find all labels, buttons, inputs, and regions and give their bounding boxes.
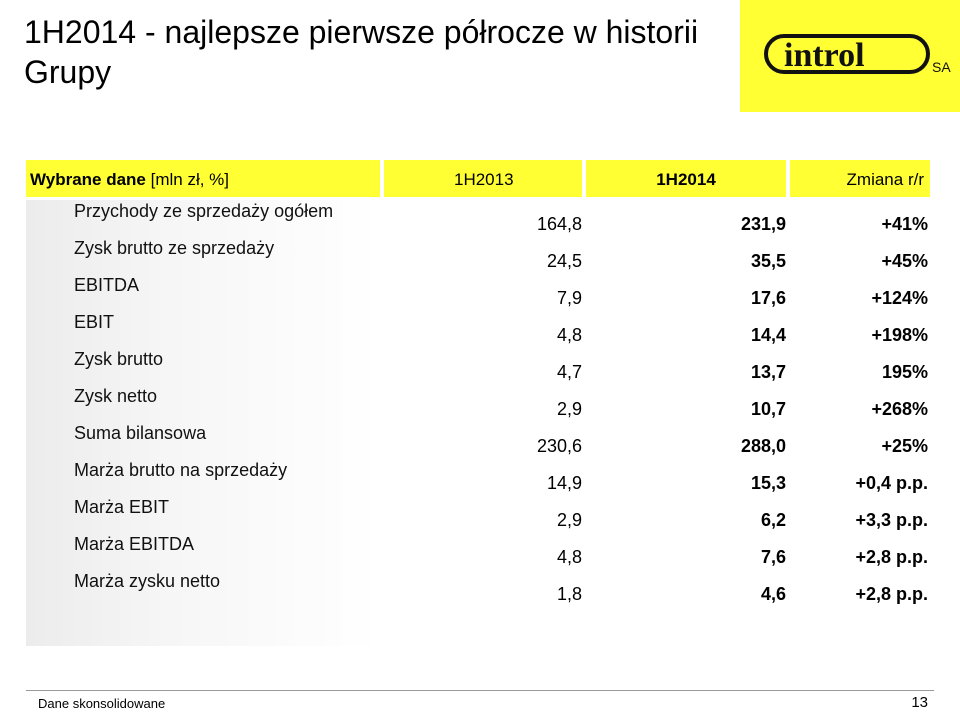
value-1h2013: 2,9 <box>556 399 582 419</box>
slide-title: 1H2014 - najlepsze pierwsze półrocze w h… <box>24 14 699 90</box>
table-header-row: Wybrane dane [mln zł, %] 1H2013 1H2014 Z… <box>26 160 930 197</box>
value-1h2014: 10,7 <box>750 399 786 419</box>
value-1h2013: 4,7 <box>556 362 582 382</box>
row-label: EBITDA <box>74 275 140 295</box>
value-1h2014: 6,2 <box>760 510 786 530</box>
value-change: +2,8 p.p. <box>855 584 928 604</box>
table-row: Zysk brutto ze sprzedaży 24,5 35,5 +45% <box>26 237 930 274</box>
row-label: Marża zysku netto <box>74 571 221 591</box>
value-1h2013: 230,6 <box>536 436 582 456</box>
row-label: Marża brutto na sprzedaży <box>74 460 288 480</box>
value-1h2013: 164,8 <box>536 214 582 234</box>
table-row: Suma bilansowa 230,6 288,0 +25% <box>26 422 930 459</box>
row-label: Zysk brutto ze sprzedaży <box>74 238 275 258</box>
value-1h2013: 24,5 <box>546 251 582 271</box>
table-row: Marża brutto na sprzedaży 14,9 15,3 +0,4… <box>26 459 930 496</box>
page-number: 13 <box>911 694 928 711</box>
value-1h2014: 4,6 <box>760 584 786 604</box>
value-change: +2,8 p.p. <box>855 547 928 567</box>
value-change: +0,4 p.p. <box>855 473 928 493</box>
logo-brand-text: introl <box>784 37 865 74</box>
value-1h2013: 14,9 <box>546 473 582 493</box>
table-row: Zysk netto 2,9 10,7 +268% <box>26 385 930 422</box>
value-1h2014: 17,6 <box>750 288 786 308</box>
value-1h2014: 7,6 <box>760 547 786 567</box>
table-row: Zysk brutto 4,7 13,7 195% <box>26 348 930 385</box>
table-row: Marża zysku netto 1,8 4,6 +2,8 p.p. <box>26 570 930 607</box>
value-change: +41% <box>881 214 928 234</box>
value-1h2013: 7,9 <box>556 288 582 308</box>
row-label: Marża EBIT <box>74 497 170 517</box>
value-1h2013: 1,8 <box>556 584 582 604</box>
value-change: +124% <box>871 288 928 308</box>
header-1h2013: 1H2013 <box>384 160 582 197</box>
value-change: +268% <box>871 399 928 419</box>
header-1h2014: 1H2014 <box>586 160 786 197</box>
footer-note: Dane skonsolidowane <box>38 696 166 711</box>
table-row: Marża EBITDA 4,8 7,6 +2,8 p.p. <box>26 533 930 570</box>
value-1h2014: 288,0 <box>740 436 786 456</box>
value-1h2014: 13,7 <box>750 362 786 382</box>
value-1h2014: 14,4 <box>750 325 786 345</box>
table-row: EBIT 4,8 14,4 +198% <box>26 311 930 348</box>
value-1h2014: 15,3 <box>750 473 786 493</box>
header-change: Zmiana r/r <box>790 160 930 197</box>
value-change: +3,3 p.p. <box>855 510 928 530</box>
label-column-background <box>26 200 380 646</box>
row-label: Zysk brutto <box>74 349 164 369</box>
value-change: 195% <box>881 362 928 382</box>
value-1h2014: 35,5 <box>750 251 786 271</box>
table-row: EBITDA 7,9 17,6 +124% <box>26 274 930 311</box>
row-label: Zysk netto <box>74 386 158 406</box>
row-label: Marża EBITDA <box>74 534 195 554</box>
introl-logo-icon: introl SA <box>764 34 951 75</box>
logo-suffix-text: SA <box>932 59 951 75</box>
value-1h2013: 4,8 <box>556 325 582 345</box>
company-logo: introl SA <box>740 0 960 112</box>
table-row: Marża EBIT 2,9 6,2 +3,3 p.p. <box>26 496 930 533</box>
row-label: Przychody ze sprzedaży ogółem <box>74 201 334 221</box>
value-1h2013: 2,9 <box>556 510 582 530</box>
value-change: +198% <box>871 325 928 345</box>
row-label: Suma bilansowa <box>74 423 207 443</box>
row-label: EBIT <box>74 312 115 332</box>
value-1h2013: 4,8 <box>556 547 582 567</box>
table-row: Przychody ze sprzedaży ogółem 164,8 231,… <box>26 200 930 237</box>
footer-divider <box>26 690 934 691</box>
header-label: Wybrane dane [mln zł, %] <box>26 160 380 197</box>
value-change: +45% <box>881 251 928 271</box>
value-change: +25% <box>881 436 928 456</box>
value-1h2014: 231,9 <box>740 214 786 234</box>
